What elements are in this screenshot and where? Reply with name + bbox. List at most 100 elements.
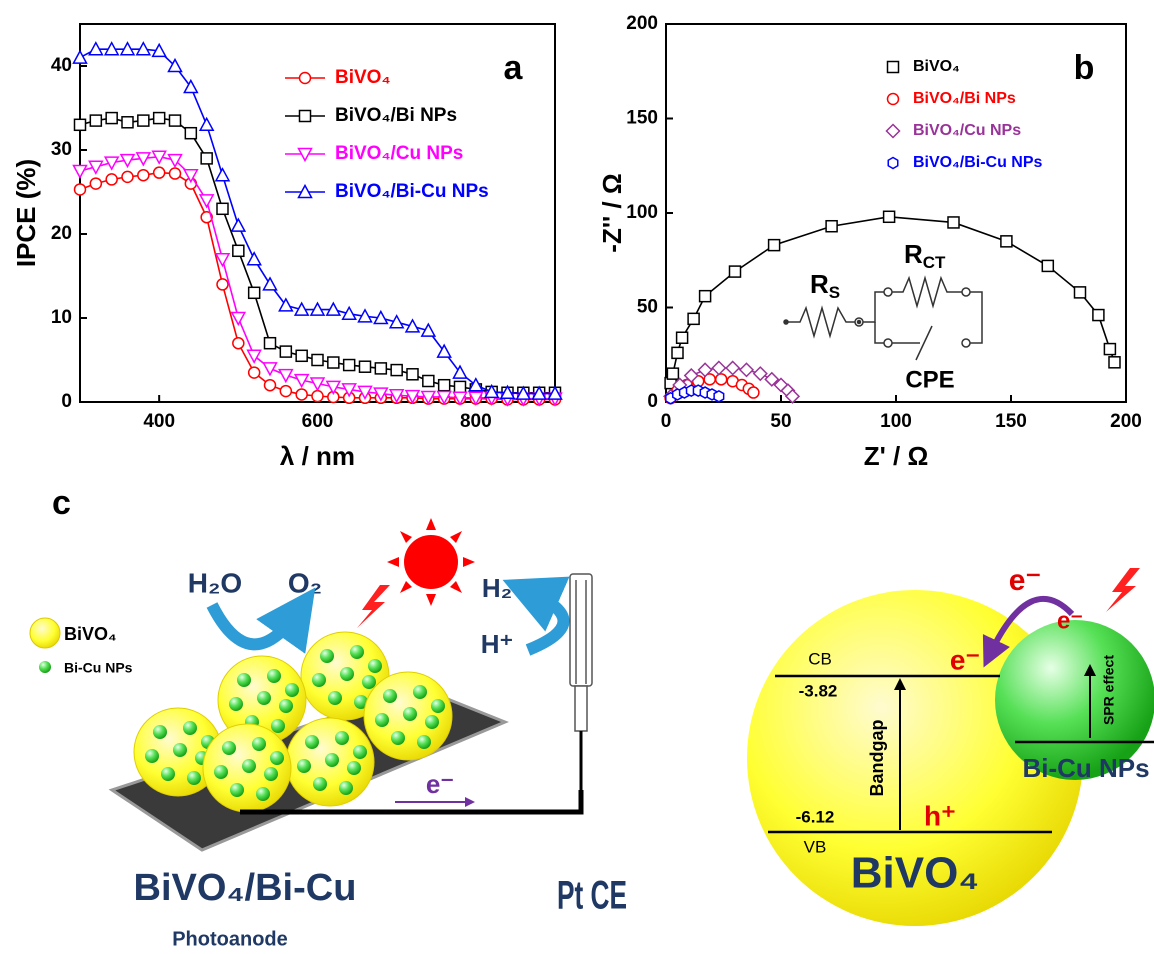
marker — [716, 374, 727, 385]
legend-dot — [39, 661, 51, 673]
circuit-label-main: R — [810, 269, 829, 299]
nanoparticle — [256, 787, 270, 801]
marker — [726, 361, 739, 374]
nanoparticle — [325, 753, 339, 767]
sun — [387, 518, 475, 606]
nanoparticle — [264, 767, 278, 781]
marker — [296, 389, 307, 400]
marker — [122, 171, 133, 182]
circuit-label: RS — [810, 269, 840, 303]
y-tick-label: 50 — [637, 297, 658, 318]
nanoparticle — [362, 675, 376, 689]
cb-value: -3.82 — [799, 681, 838, 700]
x-tick-label: 800 — [460, 411, 492, 432]
nanoparticle — [425, 715, 439, 729]
panel-label: a — [504, 49, 524, 87]
circuit-label-sub: CT — [923, 253, 946, 272]
marker — [154, 167, 165, 178]
circuit-label-main: R — [904, 239, 923, 269]
spr-label: SPR effect — [1101, 655, 1117, 725]
marker — [1001, 236, 1012, 247]
circuit-label: RCT — [904, 239, 946, 273]
legend-sphere — [30, 618, 60, 648]
electron-label: e⁻ — [1057, 607, 1083, 634]
marker — [1042, 260, 1053, 271]
nanoparticle — [214, 765, 228, 779]
species-label: H⁺ — [481, 629, 514, 659]
nanoparticle — [161, 767, 175, 781]
marker — [688, 313, 699, 324]
marker — [138, 170, 149, 181]
nanoparticle — [391, 731, 405, 745]
legend-label: BiVO₄/Bi NPs — [913, 90, 1016, 107]
marker — [438, 345, 451, 357]
y-tick-label: 150 — [626, 108, 658, 129]
nanoparticle — [285, 683, 299, 697]
marker — [280, 386, 291, 397]
nanoparticle — [413, 685, 427, 699]
legend-label: BiVO₄/Cu NPs — [335, 143, 463, 164]
circuit-label: CPE — [905, 366, 954, 393]
marker — [249, 367, 260, 378]
series-line — [671, 217, 1115, 383]
x-tick-label: 100 — [880, 411, 912, 432]
nanoparticle — [320, 649, 334, 663]
legend-marker — [887, 125, 900, 138]
y-axis-label: -Z'' / Ω — [597, 173, 627, 252]
nanoparticle — [312, 673, 326, 687]
marker — [200, 118, 213, 130]
y-tick-label: 100 — [626, 202, 658, 223]
nanoparticle — [279, 699, 293, 713]
marker — [75, 119, 86, 130]
y-tick-label: 0 — [647, 391, 658, 412]
photoanode-subtitle: Photoanode — [172, 928, 288, 950]
marker — [391, 365, 402, 376]
x-tick-label: 400 — [143, 411, 175, 432]
nanoparticle — [229, 697, 243, 711]
nanoparticle — [368, 659, 382, 673]
nanoparticle — [350, 645, 364, 659]
figure: RS RCT CPE c BiVO₄ Bi-Cu NPs H₂O O₂ H₂ H… — [0, 0, 1154, 954]
legend-marker — [888, 94, 899, 105]
species-label: H₂O — [188, 567, 242, 598]
marker — [677, 332, 688, 343]
nanoparticle — [173, 743, 187, 757]
marker — [884, 211, 895, 222]
marker — [700, 291, 711, 302]
electron-label: e⁻ — [1009, 564, 1042, 597]
panel-label: b — [1074, 49, 1095, 87]
marker — [296, 350, 307, 361]
marker — [233, 338, 244, 349]
marker — [407, 369, 418, 380]
cb-label: CB — [808, 649, 832, 668]
nanoparticle — [347, 761, 361, 775]
marker — [248, 253, 261, 265]
marker — [740, 363, 753, 376]
marker — [1093, 310, 1104, 321]
counter-electrode — [570, 574, 592, 790]
nanoparticle — [270, 751, 284, 765]
nanoparticle — [353, 745, 367, 759]
nanoparticle — [257, 691, 271, 705]
particles — [134, 632, 452, 812]
marker — [232, 219, 245, 231]
marker — [667, 368, 678, 379]
reaction-arrow — [528, 592, 564, 650]
legend-label: BiVO₄/Cu NPs — [913, 122, 1021, 139]
marker — [948, 217, 959, 228]
marker — [712, 361, 725, 374]
nanoparticle — [431, 699, 445, 713]
legend-label: Bi-Cu NPs — [64, 660, 133, 676]
marker — [90, 178, 101, 189]
reaction-arrow — [212, 605, 298, 644]
marker — [74, 51, 87, 63]
hole-label: h⁺ — [924, 800, 956, 831]
marker — [75, 184, 86, 195]
nanoparticle — [187, 771, 201, 785]
marker — [248, 350, 261, 362]
nanoparticle — [267, 669, 281, 683]
legend-label: BiVO₄ — [913, 58, 960, 75]
marker — [423, 376, 434, 387]
marker — [138, 115, 149, 126]
marker — [312, 391, 323, 402]
